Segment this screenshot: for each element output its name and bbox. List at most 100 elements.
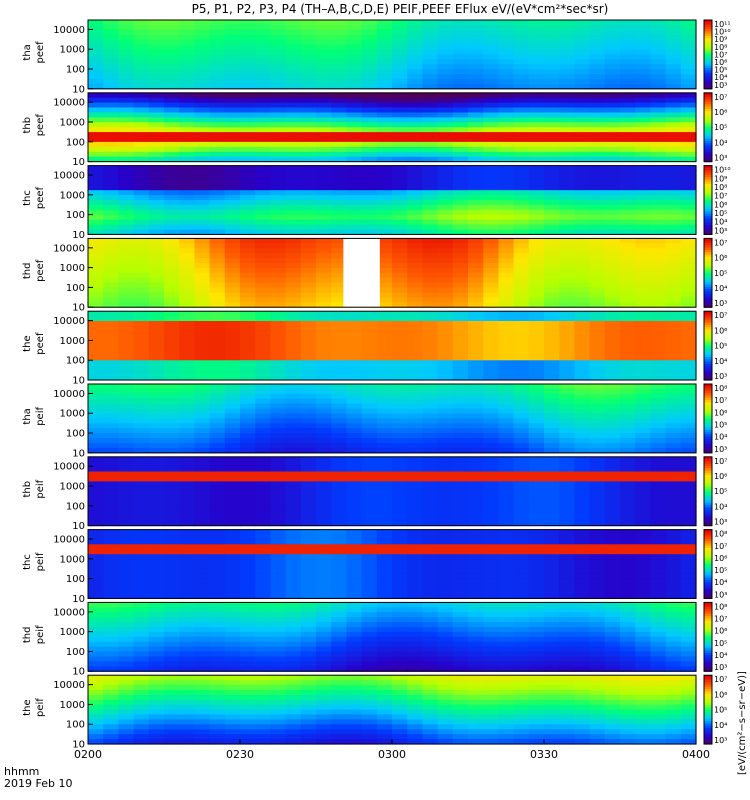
heatmap-cell [331, 258, 347, 264]
heatmap-cell [483, 74, 499, 80]
heatmap-cell [103, 156, 119, 163]
heatmap-cell [680, 170, 697, 176]
heatmap-cell [164, 345, 180, 352]
heatmap-cell [589, 413, 606, 419]
heatmap-cell [331, 559, 347, 565]
heatmap-cell [452, 456, 469, 463]
heatmap-cell [285, 34, 302, 41]
heatmap-cell [103, 418, 119, 424]
heatmap-cell [468, 146, 484, 153]
heatmap-cell [437, 146, 454, 153]
heatmap-cell [331, 282, 347, 289]
heatmap-cell [316, 408, 332, 415]
heatmap-cell [468, 224, 484, 231]
heatmap-cell [88, 573, 104, 580]
heatmap-cell [179, 505, 195, 512]
heatmap-cell [118, 384, 135, 390]
heatmap-cell [665, 491, 682, 497]
heatmap-cell [680, 238, 697, 244]
heatmap-cell [528, 34, 545, 41]
heatmap-cell [255, 287, 271, 293]
heatmap-cell [513, 408, 530, 415]
heatmap-cell [483, 418, 499, 424]
heatmap-cell [346, 612, 363, 618]
heatmap-cell [240, 107, 256, 113]
heatmap-cell [103, 335, 119, 342]
heatmap-cell [680, 466, 697, 473]
heatmap-cell [179, 428, 195, 434]
colorbar-segment [704, 97, 712, 101]
heatmap-cell [437, 229, 454, 235]
heatmap-cell [604, 59, 621, 65]
heatmap-cell [255, 224, 271, 231]
heatmap-cell [468, 180, 484, 186]
heatmap-cell [452, 302, 469, 308]
heatmap-cell [209, 282, 226, 289]
heatmap-cell [346, 335, 363, 342]
colorbar-segment [704, 320, 712, 324]
heatmap-cell [620, 612, 636, 618]
heatmap-cell [559, 204, 575, 211]
heatmap-cell [544, 325, 560, 332]
heatmap-cell [422, 544, 439, 550]
heatmap-cell [452, 122, 469, 128]
heatmap-cell [650, 350, 667, 356]
heatmap-cell [513, 418, 530, 424]
heatmap-cell [118, 263, 135, 269]
heatmap-cell [88, 568, 104, 575]
heatmap-cell [224, 617, 241, 623]
heatmap-cell [300, 491, 317, 497]
colorbar-frame [703, 237, 713, 308]
heatmap-cell [452, 340, 469, 347]
heatmap-cell [285, 398, 302, 405]
heatmap-cell [604, 510, 621, 517]
heatmap-cell [620, 127, 636, 133]
colorbar-segment [704, 256, 712, 260]
heatmap-cell [620, 39, 636, 46]
heatmap-cell [620, 54, 636, 60]
heatmap-cell [179, 190, 195, 196]
heatmap-cell [88, 330, 104, 337]
heatmap-cell [392, 403, 408, 410]
heatmap-cell [133, 520, 150, 527]
heatmap-cell [164, 501, 180, 507]
heatmap-cell [316, 29, 332, 36]
heatmap-cell [574, 355, 591, 361]
heatmap-cell [650, 74, 667, 80]
heatmap-cell [680, 481, 697, 487]
heatmap-cell [133, 375, 150, 381]
heatmap-cell [331, 224, 347, 231]
heatmap-cell [635, 476, 651, 482]
heatmap-cell [559, 515, 575, 522]
heatmap-cell [240, 408, 256, 415]
colorbar-segment [704, 302, 712, 306]
heatmap-cell [148, 602, 165, 608]
heatmap-cell [559, 486, 575, 492]
heatmap-cell [346, 365, 363, 371]
heatmap-cell [118, 219, 135, 226]
heatmap-cell [300, 297, 317, 303]
colorbar-segment [704, 393, 712, 397]
heatmap-cell [650, 583, 667, 590]
colorbar-segment [704, 56, 712, 60]
heatmap-cell [635, 69, 651, 75]
heatmap-cell [316, 539, 332, 545]
heatmap-cell [224, 345, 241, 352]
heatmap-cell [88, 403, 104, 410]
heatmap-cell [240, 69, 256, 75]
heatmap-cell [224, 170, 241, 176]
heatmap-cell [635, 515, 651, 522]
heatmap-cell [88, 209, 104, 216]
heatmap-cell [574, 302, 591, 308]
heatmap-cell [118, 64, 135, 70]
heatmap-cell [194, 588, 211, 595]
heatmap-cell [483, 325, 499, 332]
heatmap-cell [255, 564, 271, 570]
heatmap-cell [468, 403, 484, 410]
heatmap-cell [88, 583, 104, 590]
heatmap-cell [300, 83, 317, 90]
heatmap-cell [483, 466, 499, 473]
heatmap-cell [300, 481, 317, 487]
heatmap-cell [620, 59, 636, 65]
heatmap-cell [468, 505, 484, 512]
